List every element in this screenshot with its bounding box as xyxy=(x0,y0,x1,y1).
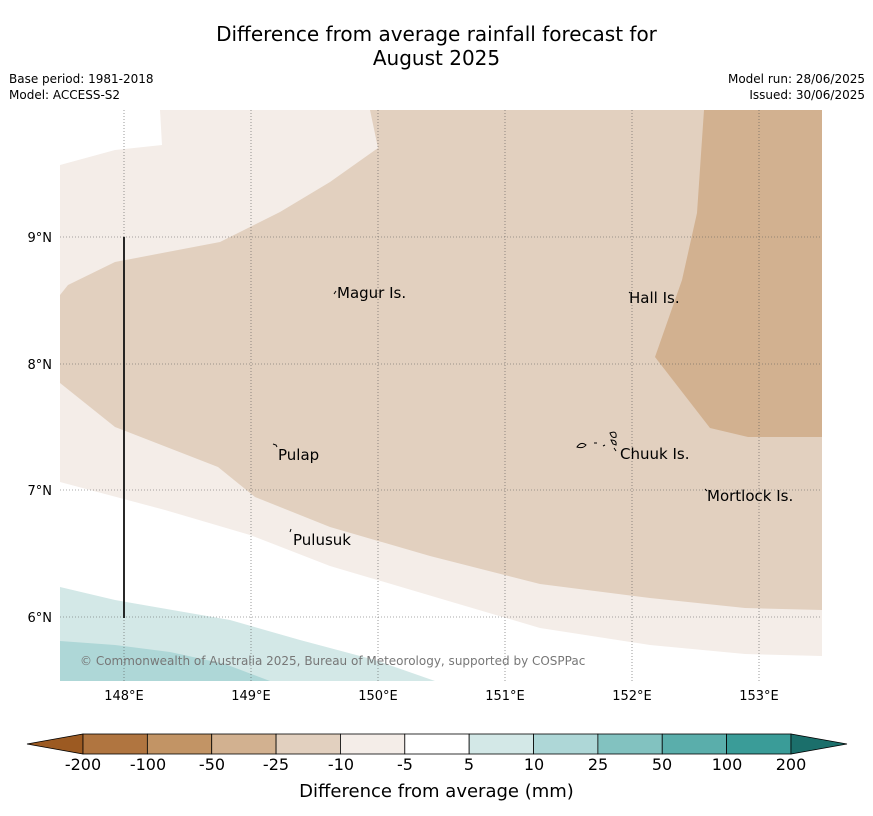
colorbar-segment xyxy=(211,733,277,755)
model-info: Base period: 1981-2018 Model: ACCESS-S2 xyxy=(9,71,154,103)
map-area: Magur Is. Hall Is. Pulap Chuuk Is. Mortl… xyxy=(60,110,822,681)
colorbar-tick: -50 xyxy=(198,755,226,774)
title-line-2: August 2025 xyxy=(372,46,501,70)
issued-text: Issued: 30/06/2025 xyxy=(749,88,865,102)
run-info: Model run: 28/06/2025 Issued: 30/06/2025 xyxy=(728,71,865,103)
base-period-text: Base period: 1981-2018 xyxy=(9,72,154,86)
place-mortlock: Mortlock Is. xyxy=(707,487,793,505)
region-minus25 xyxy=(60,110,822,610)
lon-label: 153°E xyxy=(739,689,779,704)
colorbar-tick: -10 xyxy=(327,755,355,774)
lon-label: 152°E xyxy=(612,689,652,704)
colorbar-tick: 100 xyxy=(711,755,743,774)
lon-label: 148°E xyxy=(104,689,144,704)
colorbar-segment xyxy=(726,733,792,755)
region-minus50 xyxy=(655,110,822,437)
hall-island-shape xyxy=(628,291,631,294)
lon-label: 151°E xyxy=(485,689,525,704)
lat-label: 9°N xyxy=(28,231,53,246)
island-shapes xyxy=(272,290,708,533)
mortlock-island-shape xyxy=(704,488,708,492)
colorbar-tick: 200 xyxy=(775,755,807,774)
place-pulusuk: Pulusuk xyxy=(293,531,351,549)
colorbar-segment xyxy=(275,733,341,755)
colorbar-segment xyxy=(340,733,406,755)
colorbar-segment xyxy=(146,733,213,755)
place-pulap: Pulap xyxy=(278,446,319,464)
colorbar-segment xyxy=(404,733,470,755)
colorbar-tick: 10 xyxy=(523,755,545,774)
place-magur: Magur Is. xyxy=(337,284,406,302)
colorbar-tick: -5 xyxy=(397,755,413,774)
title-line-1: Difference from average rainfall forecas… xyxy=(216,22,657,46)
lon-label: 149°E xyxy=(231,689,271,704)
magur-island-shape xyxy=(333,290,337,295)
copyright-text: © Commonwealth of Australia 2025, Bureau… xyxy=(80,654,585,668)
colorbar xyxy=(26,733,848,755)
pulusuk-island-shape xyxy=(289,528,292,533)
colorbar-tick: -25 xyxy=(262,755,290,774)
colorbar-segment xyxy=(82,733,148,755)
lat-axis-labels: 9°N 8°N 7°N 6°N xyxy=(28,231,53,626)
place-hall: Hall Is. xyxy=(629,289,680,307)
chuuk-island-shape xyxy=(576,431,617,452)
place-chuuk: Chuuk Is. xyxy=(620,445,689,463)
colorbar-extend-high xyxy=(790,733,848,755)
colorbar-title: Difference from average (mm) xyxy=(299,781,574,802)
model-run-text: Model run: 28/06/2025 xyxy=(727,72,865,86)
colorbar-extend-low xyxy=(26,733,84,755)
map-title: Difference from average rainfall forecas… xyxy=(0,22,873,70)
colorbar-tick: 5 xyxy=(463,755,475,774)
lon-label: 150°E xyxy=(358,689,398,704)
colorbar-tick: -200 xyxy=(64,755,102,774)
region-plus10 xyxy=(60,641,270,681)
colorbar-tick: 25 xyxy=(587,755,609,774)
colorbar-tick: -100 xyxy=(129,755,167,774)
colorbar-segment xyxy=(597,733,663,755)
colorbar-segment xyxy=(533,733,599,755)
lat-label: 7°N xyxy=(28,484,53,499)
lon-axis-labels: 148°E 149°E 150°E 151°E 152°E 153°E xyxy=(104,689,779,704)
colorbar-segment xyxy=(661,733,727,755)
lat-label: 6°N xyxy=(28,611,53,626)
colorbar-tick: 50 xyxy=(651,755,673,774)
colorbar-segment xyxy=(468,733,534,755)
lat-label: 8°N xyxy=(28,358,53,373)
pulap-island-shape xyxy=(272,443,278,448)
model-text: Model: ACCESS-S2 xyxy=(9,88,121,102)
